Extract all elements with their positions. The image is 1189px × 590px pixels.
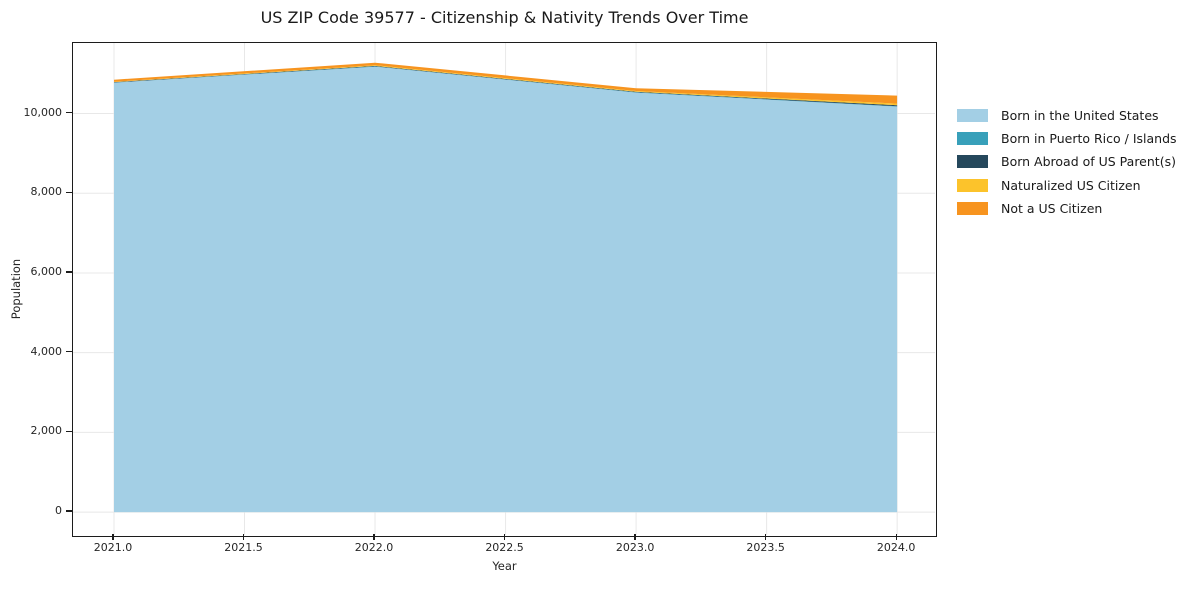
legend-label: Born in Puerto Rico / Islands — [1001, 131, 1177, 147]
y-tick-mark — [66, 510, 72, 512]
legend-label: Naturalized US Citizen — [1001, 177, 1141, 193]
x-tick-mark — [634, 534, 636, 540]
legend-item: Naturalized US Citizen — [957, 174, 1177, 197]
area-series — [114, 62, 898, 104]
x-tick-label: 2022.5 — [485, 541, 524, 554]
x-tick-label: 2023.0 — [615, 541, 655, 554]
legend-item: Born Abroad of US Parent(s) — [957, 150, 1177, 173]
legend-swatch — [957, 132, 988, 146]
legend-swatch — [957, 109, 988, 123]
y-tick-label: 0 — [55, 504, 62, 518]
y-tick-label: 8,000 — [30, 185, 63, 199]
plot-area — [72, 42, 937, 537]
legend-label: Born in the United States — [1001, 108, 1159, 124]
x-tick-mark — [373, 534, 375, 540]
x-tick-label: 2021.5 — [224, 541, 263, 554]
legend-label: Born Abroad of US Parent(s) — [1001, 154, 1176, 170]
x-tick-label: 2021.0 — [93, 541, 133, 554]
x-tick-mark — [765, 534, 767, 540]
legend-swatch — [957, 155, 988, 169]
y-tick-label: 4,000 — [30, 344, 63, 358]
y-tick-mark — [66, 430, 72, 432]
legend-swatch — [957, 201, 988, 215]
x-tick-mark — [503, 534, 506, 540]
y-tick-label: 2,000 — [30, 424, 63, 438]
x-axis-label: Year — [492, 559, 517, 573]
legend-item: Not a US Citizen — [957, 197, 1177, 220]
legend-label: Not a US Citizen — [1001, 200, 1103, 216]
area-series — [114, 66, 898, 513]
y-tick-mark — [66, 351, 72, 353]
x-tick-mark — [242, 534, 245, 540]
y-tick-mark — [66, 191, 72, 193]
y-tick-label: 10,000 — [23, 105, 63, 119]
x-tick-mark — [112, 534, 114, 540]
legend-item: Born in Puerto Rico / Islands — [957, 127, 1177, 150]
x-tick-mark — [895, 534, 897, 540]
x-tick-label: 2023.5 — [746, 541, 785, 554]
y-tick-label: 6,000 — [30, 264, 63, 278]
legend-swatch — [957, 178, 988, 192]
y-tick-mark — [66, 111, 72, 114]
legend: Born in the United States Born in Puerto … — [957, 104, 1177, 220]
chart-title: US ZIP Code 39577 - Citizenship & Nativi… — [260, 8, 749, 27]
y-tick-mark — [66, 271, 72, 273]
x-tick-label: 2022.0 — [354, 541, 394, 554]
y-axis-label: Population — [9, 258, 23, 320]
x-tick-label: 2024.0 — [876, 541, 916, 554]
stacked-area-plot — [73, 43, 935, 535]
legend-item: Born in the United States — [957, 104, 1177, 127]
